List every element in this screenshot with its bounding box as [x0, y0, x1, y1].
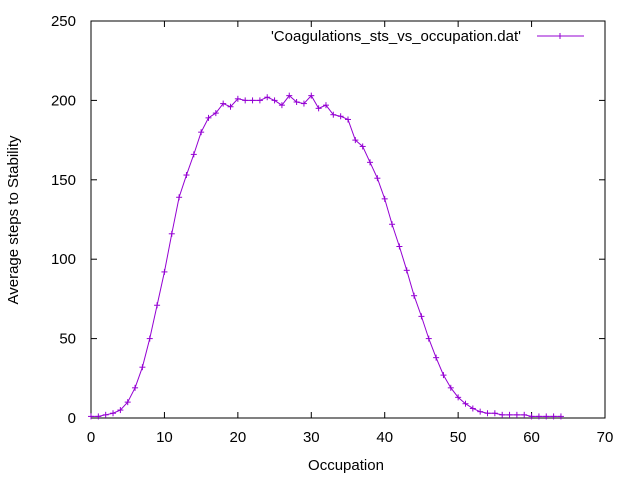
data-point-marker [308, 92, 315, 99]
data-point-marker [337, 113, 344, 120]
data-point-marker [271, 97, 278, 104]
data-point-marker [330, 111, 337, 118]
axis-ticks [90, 20, 606, 419]
data-point-marker [212, 110, 219, 117]
x-tick-label: 40 [376, 429, 393, 446]
data-point-marker [88, 413, 94, 420]
y-tick-label: 250 [51, 13, 76, 30]
legend-sample-line [537, 33, 584, 39]
data-point-marker [256, 97, 263, 104]
x-tick-label: 0 [87, 429, 95, 446]
data-point-marker [161, 268, 168, 275]
data-point-marker [367, 159, 374, 166]
data-point-marker [154, 302, 161, 309]
data-point-marker [374, 175, 381, 182]
x-tick-label: 30 [303, 429, 320, 446]
data-point-marker [389, 221, 396, 228]
y-tick-label: 200 [51, 92, 76, 109]
data-point-marker [433, 354, 440, 361]
data-point-marker [242, 97, 249, 104]
data-point-marker [315, 105, 322, 112]
data-point-marker [506, 411, 513, 418]
data-point-marker [293, 98, 300, 105]
data-point-marker [139, 364, 146, 371]
data-point-marker [300, 100, 307, 107]
data-point-marker [110, 410, 117, 417]
data-point-marker [528, 413, 535, 420]
data-point-marker [521, 411, 528, 418]
data-point-marker [499, 411, 506, 418]
data-point-marker [227, 103, 234, 110]
data-point-marker [220, 100, 227, 107]
data-point-marker [484, 410, 491, 417]
data-point-marker [425, 335, 432, 342]
data-point-marker [550, 413, 557, 420]
x-tick-label: 60 [523, 429, 540, 446]
data-point-marker [278, 102, 285, 109]
data-point-marker [205, 114, 212, 121]
data-point-marker [234, 95, 241, 102]
y-tick-label: 0 [68, 410, 76, 427]
data-point-marker [513, 411, 520, 418]
data-series [88, 92, 564, 420]
x-tick-label: 20 [230, 429, 247, 446]
data-point-marker [477, 408, 484, 415]
series-line [91, 94, 561, 417]
data-point-marker [543, 413, 550, 420]
data-point-marker [403, 267, 410, 274]
data-point-marker [440, 372, 447, 379]
legend: 'Coagulations_sts_vs_occupation.dat' [271, 28, 584, 45]
x-tick-label: 10 [156, 429, 173, 446]
data-point-marker [322, 102, 329, 109]
data-point-marker [249, 97, 256, 104]
data-point-marker [345, 116, 351, 123]
data-point-marker [447, 384, 454, 391]
legend-label: 'Coagulations_sts_vs_occupation.dat' [271, 28, 521, 45]
data-point-marker [352, 137, 359, 144]
data-point-marker [183, 172, 190, 179]
y-tick-label: 150 [51, 172, 76, 189]
y-tick-label: 100 [51, 251, 76, 268]
data-point-marker [359, 143, 366, 150]
data-point-marker [491, 410, 498, 417]
data-point-marker [198, 129, 205, 136]
data-point-marker [418, 313, 425, 320]
data-point-marker [146, 335, 153, 342]
x-tick-label: 50 [450, 429, 467, 446]
y-axis-label: Average steps to Stability [5, 135, 22, 304]
data-point-marker [286, 92, 293, 99]
data-point-marker [462, 400, 469, 407]
axis-tick-labels: 0 10 20 30 40 50 60 70 0 50 100 150 200 250 [51, 13, 613, 446]
data-point-marker [190, 151, 197, 158]
data-point-marker [124, 399, 131, 406]
data-point-marker [176, 194, 183, 201]
y-tick-label: 50 [59, 331, 76, 348]
data-point-marker [455, 394, 462, 401]
x-tick-label: 70 [597, 429, 614, 446]
data-point-marker [469, 405, 476, 412]
data-point-marker [557, 413, 564, 420]
data-point-marker [102, 411, 109, 418]
data-point-marker [132, 384, 139, 391]
data-point-marker [396, 243, 403, 250]
data-point-marker [535, 413, 542, 420]
data-point-marker [117, 407, 124, 414]
data-point-marker [95, 413, 102, 420]
data-point-marker [411, 292, 418, 299]
plot-frame [90, 20, 606, 419]
data-point-marker [381, 195, 388, 202]
data-point-marker [168, 230, 175, 237]
data-point-marker [264, 94, 271, 101]
x-axis-label: Occupation [308, 457, 384, 474]
